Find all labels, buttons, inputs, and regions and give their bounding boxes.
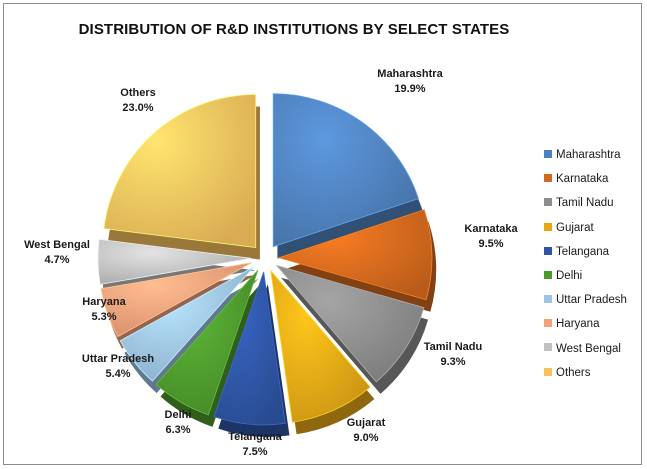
legend-swatch [544,149,552,158]
pie-slice-delhi [155,269,259,416]
legend-label: Tamil Nadu [556,197,614,210]
legend-swatch [544,246,552,255]
slice-label-value: 23.0% [122,102,153,114]
pie-slice-uttar-pradesh [119,266,255,382]
legend-swatch [544,367,552,376]
legend-item-haryana: Haryana [544,317,639,341]
legend-swatch [544,319,552,328]
legend-label: Delhi [556,269,583,282]
slice-label-haryana: Haryana 5.3% [82,296,126,323]
slice-label-name: Tamil Nadu [424,341,482,353]
legend-item-telangana: Telangana [544,245,639,269]
slice-label-uttar-pradesh: Uttar Pradesh 5.4% [82,353,154,380]
legend-label: Gujarat [556,221,594,234]
slice-label-name: Telangana [228,431,282,443]
pie-slice-others [103,94,257,248]
legend-label: Others [556,366,591,379]
legend-item-others: Others [544,366,639,390]
slice-label-value: 9.5% [478,238,503,250]
slice-label-delhi: Delhi 6.3% [165,409,192,436]
slice-label-name: West Bengal [24,239,90,251]
slice-label-name: Maharashtra [377,68,443,80]
slice-label-value: 19.9% [394,83,425,95]
pie-slice-maharashtra [272,93,419,248]
slice-label-value: 6.3% [165,424,190,436]
slice-label-value: 7.5% [242,446,267,458]
legend-item-delhi: Delhi [544,269,639,293]
slice-label-name: Karnataka [464,223,518,235]
slice-label-maharashtra: Maharashtra 19.9% [377,68,443,95]
legend-item-west-bengal: West Bengal [544,342,639,366]
slice-label-value: 9.0% [353,432,378,444]
legend-label: Maharashtra [556,149,621,161]
legend-swatch [544,198,552,207]
pie-slice-tamil-nadu [275,264,425,383]
legend-item-maharashtra: Maharashtra [544,148,639,172]
legend-swatch [544,222,552,231]
legend-item-tamil-nadu: Tamil Nadu [544,196,639,220]
slice-label-telangana: Telangana 7.5% [228,431,282,458]
legend-item-karnataka: Karnataka [544,172,639,196]
slice-label-tamil-nadu: Tamil Nadu 9.3% [424,341,482,368]
slice-label-gujarat: Gujarat 9.0% [347,417,386,444]
pie-slice-haryana [100,262,252,338]
slice-label-value: 9.3% [440,356,465,368]
slice-label-name: Haryana [82,296,126,308]
legend-swatch [544,174,552,183]
slice-label-value: 5.4% [105,368,130,380]
legend-label: Haryana [556,318,600,331]
pie-slice-karnataka [277,209,433,301]
legend-item-gujarat: Gujarat [544,221,639,245]
pie-slice-telangana [213,271,286,426]
legend-swatch [544,295,552,304]
slice-label-name: Delhi [165,409,192,421]
slice-label-value: 5.3% [91,311,116,323]
chart-legend: Maharashtra Karnataka Tamil Nadu Gujarat Tel… [544,148,639,390]
slice-label-name: Uttar Pradesh [82,353,154,365]
pie-slice-west-bengal [97,238,252,285]
pie-slice-gujarat [270,269,371,423]
slice-label-karnataka: Karnataka 9.5% [464,223,518,250]
legend-label: West Bengal [556,342,621,355]
slice-label-value: 4.7% [44,254,69,266]
slice-label-others: Others 23.0% [120,87,155,114]
slice-label-west-bengal: West Bengal 4.7% [24,239,90,266]
legend-label: Uttar Pradesh [556,294,627,307]
slice-label-name: Gujarat [347,417,386,429]
legend-label: Telangana [556,245,610,258]
legend-label: Karnataka [556,173,609,186]
legend-swatch [544,343,552,352]
slice-label-name: Others [120,87,155,99]
legend-item-uttar-pradesh: Uttar Pradesh [544,293,639,317]
chart-title: DISTRIBUTION OF R&D INSTITUTIONS BY SELE… [78,21,510,38]
legend-swatch [544,270,552,279]
